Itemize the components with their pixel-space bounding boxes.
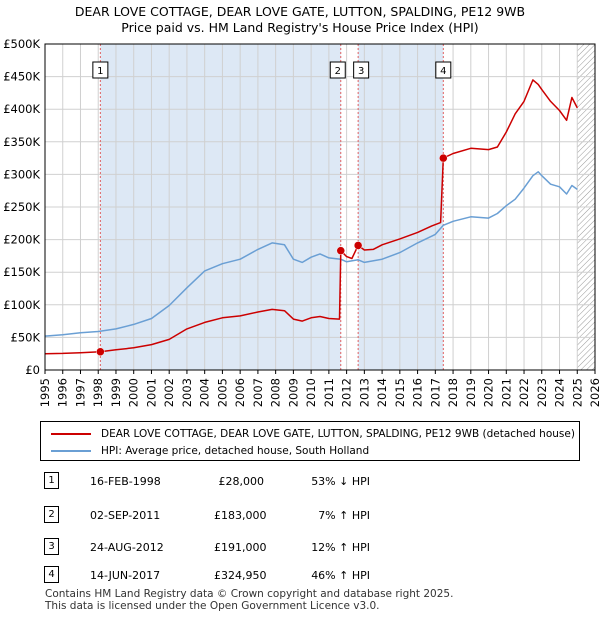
table-row: 3 24-AUG-2012 £191,000 12% ↑ HPI	[0, 538, 600, 558]
y-tick-label: £200K	[3, 233, 40, 247]
sale-price: £28,000	[218, 475, 265, 488]
y-tick-label: £350K	[3, 135, 40, 149]
x-tick-label: 2005	[215, 378, 229, 407]
x-tick-label: 2000	[127, 378, 141, 407]
x-tick-label: 2009	[286, 378, 300, 407]
y-tick-label: £450K	[3, 70, 40, 84]
x-tick-label: 1999	[109, 378, 123, 407]
legend-item-hpi: HPI: Average price, detached house, Sout…	[51, 443, 369, 459]
sale-label-frame	[353, 61, 370, 79]
sale-label-text: 2	[335, 66, 341, 77]
sale-number-badge: 4	[44, 566, 59, 583]
sale-label-box: 2	[329, 61, 346, 79]
chart-title-line-2: Price paid vs. HM Land Registry's House …	[121, 20, 479, 35]
x-tick-label: 2011	[322, 378, 336, 407]
footer-licence: This data is licensed under the Open Gov…	[45, 599, 380, 612]
x-tick-label: 2025	[570, 378, 584, 407]
x-tick-label: 2023	[535, 378, 549, 407]
sale-label-box: 4	[435, 61, 452, 79]
sale-point	[353, 241, 363, 250]
x-tick-label: 2003	[180, 378, 194, 407]
sale-point	[336, 246, 346, 255]
legend-property-swatch	[51, 433, 91, 435]
x-tick-label: 2020	[482, 378, 496, 407]
x-tick-label: 1998	[91, 378, 105, 407]
y-tick-label: £400K	[3, 102, 40, 116]
sale-label-frame	[435, 61, 452, 79]
x-tick-label: 2016	[411, 378, 425, 407]
table-row: 4 14-JUN-2017 £324,950 46% ↑ HPI	[0, 566, 600, 586]
y-tick-label: £300K	[3, 167, 40, 181]
y-tick-label: £100K	[3, 298, 40, 312]
sale-point	[439, 153, 448, 163]
x-tick-label: 2004	[198, 378, 212, 407]
sale-label-frame	[329, 61, 346, 79]
sale-number-badge: 1	[44, 472, 59, 489]
x-tick-label: 2012	[340, 378, 354, 407]
x-tick-label: 1997	[73, 378, 87, 407]
x-tick-label: 2024	[553, 378, 567, 407]
y-tick-label: £50K	[11, 330, 41, 344]
footer-copyright: Contains HM Land Registry data © Crown c…	[45, 588, 454, 600]
legend-property-label: DEAR LOVE COTTAGE, DEAR LOVE GATE, LUTTO…	[101, 428, 575, 440]
sale-hpi-change: 7% ↑ HPI	[318, 509, 370, 522]
y-tick-label: £150K	[3, 265, 40, 279]
sale-price: £191,000	[214, 541, 267, 554]
x-tick-label: 1995	[38, 378, 52, 407]
plot-frame	[44, 43, 596, 371]
x-tick-label: 2001	[144, 378, 158, 407]
x-tick-label: 2026	[588, 378, 600, 407]
legend-hpi-label: HPI: Average price, detached house, Sout…	[101, 445, 370, 457]
sale-hpi-change: 12% ↑ HPI	[311, 541, 370, 554]
sale-price: £324,950	[214, 569, 267, 582]
property-price-line	[44, 79, 578, 355]
price-chart: £0 £50K £100K £150K £200K £250K £300K £350K £400…	[3, 37, 600, 407]
table-row: 2 02-SEP-2011 £183,000 7% ↑ HPI	[0, 506, 600, 526]
footer: Contains HM Land Registry data © Crown c…	[45, 588, 454, 612]
sale-label-text: 3	[358, 66, 364, 77]
sale-point	[96, 347, 105, 356]
legend-item-property: DEAR LOVE COTTAGE, DEAR LOVE GATE, LUTTO…	[51, 426, 575, 442]
x-tick-label: 2019	[464, 378, 478, 407]
sale-number-badge: 2	[44, 506, 59, 523]
sale-price: £183,000	[214, 509, 267, 522]
sale-hpi-change: 46% ↑ HPI	[311, 569, 370, 582]
sale-label-box: 1	[92, 61, 109, 79]
legend: DEAR LOVE COTTAGE, DEAR LOVE GATE, LUTTO…	[40, 421, 580, 461]
x-tick-label: 2021	[499, 378, 513, 407]
sale-date: 14-JUN-2017	[90, 569, 161, 582]
x-tick-label: 2015	[393, 378, 407, 407]
sale-date: 24-AUG-2012	[90, 541, 164, 554]
x-tick-label: 2022	[517, 378, 531, 407]
sale-date: 02-SEP-2011	[90, 509, 161, 522]
y-tick-label: £250K	[3, 200, 40, 214]
sale-label-text: 4	[440, 66, 446, 77]
x-tick-label: 2013	[357, 378, 371, 407]
x-tick-label: 2018	[446, 378, 460, 407]
sale-label-text: 1	[97, 66, 103, 77]
x-tick-label: 2010	[304, 378, 318, 407]
x-tick-label: 1996	[56, 378, 70, 407]
legend-hpi-swatch	[51, 450, 91, 452]
hpi-line	[44, 171, 578, 337]
x-tick-label: 2007	[251, 378, 265, 407]
sale-label-box: 3	[353, 61, 370, 79]
sale-number-badge: 3	[44, 538, 59, 555]
chart-title-line-1: DEAR LOVE COTTAGE, DEAR LOVE GATE, LUTTO…	[74, 4, 526, 19]
x-tick-label: 2014	[375, 378, 389, 407]
x-tick-label: 2006	[233, 378, 247, 407]
x-tick-label: 2002	[162, 378, 176, 407]
sale-date: 16-FEB-1998	[90, 475, 161, 488]
x-tick-label: 2017	[428, 378, 442, 407]
sale-label-frame	[92, 61, 109, 79]
table-row: 1 16-FEB-1998 £28,000 53% ↓ HPI	[0, 472, 600, 492]
sale-hpi-change: 53% ↓ HPI	[311, 475, 370, 488]
y-tick-label: £500K	[3, 37, 40, 51]
y-tick-label: £0	[25, 363, 40, 377]
x-tick-label: 2008	[269, 378, 283, 407]
